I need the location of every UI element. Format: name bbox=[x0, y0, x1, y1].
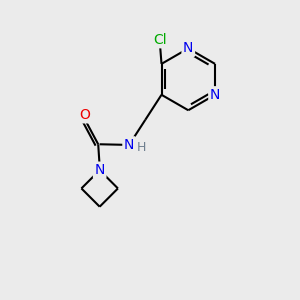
Text: N: N bbox=[124, 138, 134, 152]
Text: H: H bbox=[137, 141, 146, 154]
Text: O: O bbox=[80, 108, 90, 122]
Text: N: N bbox=[94, 163, 105, 177]
Text: N: N bbox=[210, 88, 220, 102]
Text: N: N bbox=[183, 41, 194, 56]
Text: Cl: Cl bbox=[153, 33, 167, 47]
